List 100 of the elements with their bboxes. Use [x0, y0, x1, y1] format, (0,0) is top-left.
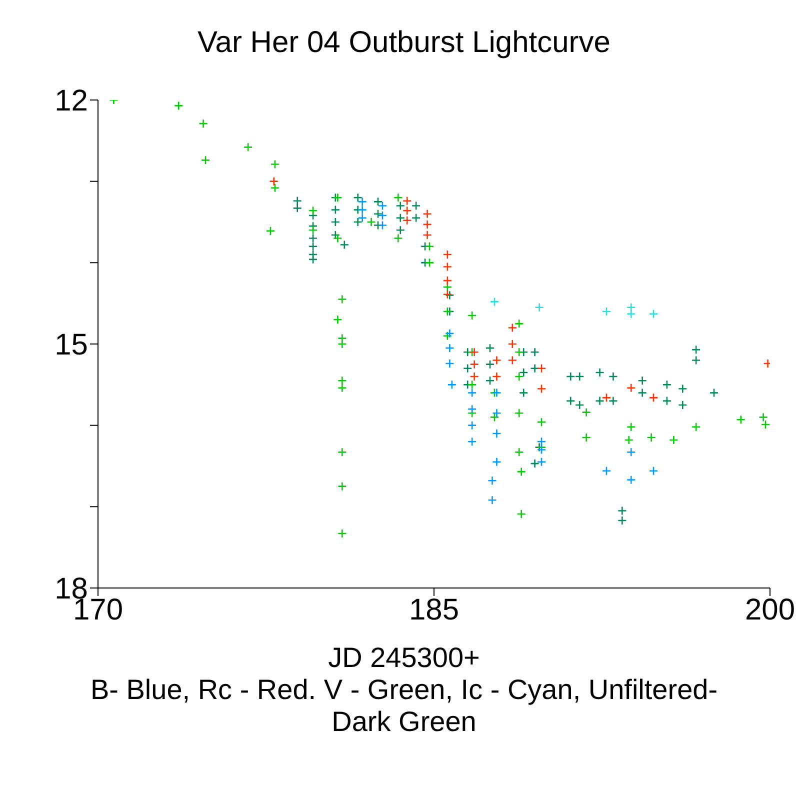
point	[445, 290, 454, 300]
point	[530, 458, 540, 468]
point	[330, 230, 340, 240]
point	[442, 276, 452, 286]
point	[709, 388, 719, 398]
point	[338, 339, 347, 349]
point	[514, 319, 524, 328]
point	[373, 209, 383, 219]
point	[485, 360, 495, 369]
point	[396, 225, 406, 235]
point	[490, 297, 500, 306]
point	[492, 372, 502, 382]
point	[470, 347, 479, 357]
point	[638, 376, 647, 386]
point	[373, 197, 383, 206]
point	[648, 466, 658, 476]
point	[492, 388, 502, 398]
point	[308, 254, 318, 264]
text: B- Blue, Rc - Red. V - Green, Ic - Cyan, Unfiltered- Dark Green	[89, 674, 719, 738]
point	[422, 230, 432, 240]
point	[467, 436, 477, 446]
point	[646, 432, 656, 442]
point	[662, 380, 672, 390]
point	[626, 302, 636, 312]
y-tick-label: 12	[54, 84, 88, 118]
point	[447, 380, 457, 390]
point	[243, 142, 253, 152]
point	[292, 196, 302, 206]
point	[574, 400, 584, 410]
point	[470, 360, 479, 369]
point	[467, 380, 477, 390]
point	[536, 445, 546, 454]
point	[424, 258, 434, 268]
point	[626, 475, 636, 484]
point	[442, 282, 452, 292]
point	[574, 372, 584, 382]
point	[378, 201, 388, 210]
point	[691, 345, 701, 354]
point	[445, 343, 454, 353]
point	[514, 372, 524, 382]
point	[691, 422, 701, 432]
x-tick-label: 185	[408, 593, 460, 626]
point	[467, 310, 477, 320]
point	[638, 388, 647, 398]
point	[582, 408, 591, 417]
point	[442, 250, 452, 260]
point	[492, 408, 502, 418]
point	[402, 206, 412, 216]
point	[333, 234, 342, 243]
point	[536, 417, 546, 427]
point	[648, 309, 658, 319]
point	[492, 428, 502, 438]
point	[424, 242, 434, 252]
point	[394, 234, 403, 243]
point	[626, 448, 636, 457]
point	[624, 435, 634, 445]
point	[514, 347, 524, 357]
point	[422, 209, 432, 219]
point	[662, 396, 672, 406]
point	[618, 506, 627, 516]
y-tick-label: 15	[54, 328, 88, 362]
point	[467, 388, 477, 398]
point	[595, 396, 604, 406]
point	[608, 372, 618, 382]
point	[516, 467, 526, 476]
point	[198, 118, 208, 128]
point	[467, 404, 477, 414]
point	[508, 339, 518, 349]
point	[736, 414, 746, 424]
point	[485, 343, 495, 353]
point	[338, 334, 347, 343]
point	[333, 314, 342, 324]
point	[536, 436, 546, 446]
point	[411, 213, 421, 223]
point	[514, 408, 524, 418]
point	[422, 220, 432, 230]
point	[308, 206, 318, 216]
point	[358, 197, 367, 206]
point	[618, 516, 627, 526]
point	[200, 156, 210, 165]
point	[445, 328, 454, 338]
point	[518, 388, 528, 398]
point	[626, 383, 636, 393]
point	[462, 364, 472, 374]
point	[358, 205, 367, 214]
point	[445, 358, 454, 368]
x-axis-title: JD 245300+	[327, 642, 481, 674]
point	[536, 384, 546, 394]
chart-title: Var Her 04 Outburst Lightcurve	[196, 25, 612, 61]
point	[292, 204, 302, 213]
point	[608, 396, 618, 406]
point	[602, 393, 612, 402]
point	[492, 356, 502, 365]
point	[353, 192, 362, 202]
point	[492, 457, 502, 467]
point	[269, 176, 278, 186]
point	[516, 509, 526, 519]
point	[678, 384, 688, 394]
point	[470, 372, 479, 382]
point	[402, 216, 412, 226]
